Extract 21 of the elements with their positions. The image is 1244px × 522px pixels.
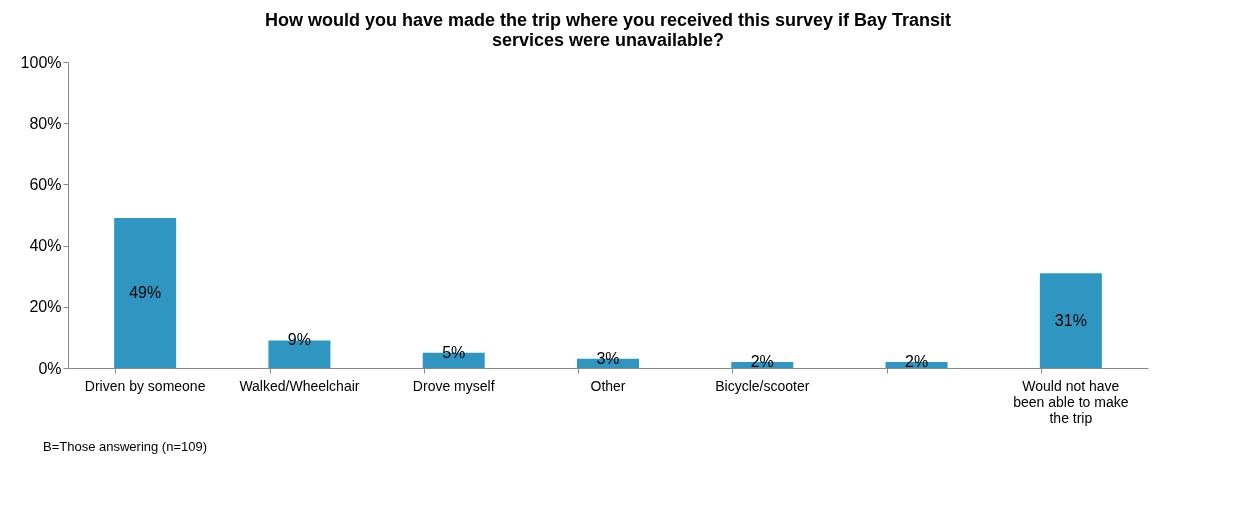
x-tick-label: Would not have been able to make the trip [1013,377,1129,426]
data-label: 2% [750,352,774,370]
text: B=Those answering (n=109) [43,439,208,454]
y-tick-label: 20% [29,298,62,316]
chart-title: How would you have made the trip where you received this survey if Bay Transit services were unavailable? [264,10,952,50]
bar [114,218,177,368]
x-tick-label: Other [590,377,626,394]
bar [1039,273,1102,368]
data-label: 2% [905,352,929,370]
data-label: 49% [129,284,162,302]
y-tick-label: 0% [38,359,62,377]
y-tick-label: 100% [20,53,62,71]
x-tick-label: Walked/Wheelchair [239,377,360,394]
data-label: 9% [287,331,311,349]
y-tick-label: 80% [29,114,62,132]
x-tick-label: Driven by someone [84,377,206,394]
x-tick-label: Drove myself [412,377,495,394]
x-tick-label: Bicycle/scooter [715,377,810,394]
data-label: 31% [1054,311,1087,329]
y-tick-label: 40% [29,237,62,255]
y-tick-label: 60% [29,175,62,193]
